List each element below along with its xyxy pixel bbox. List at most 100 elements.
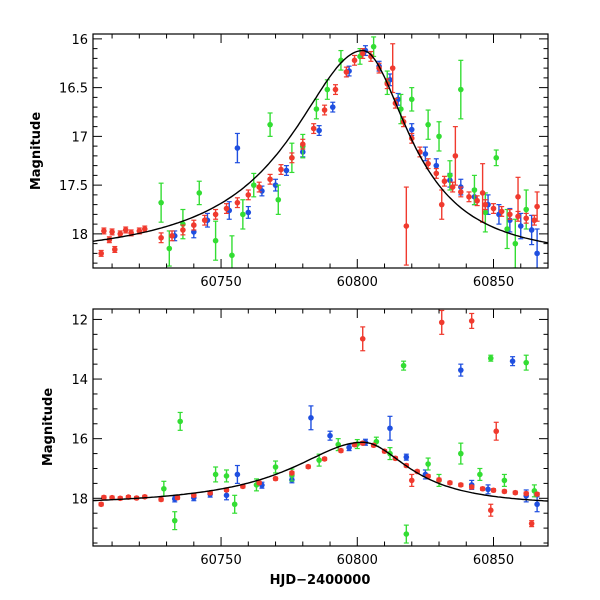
top-series-2-point [109,228,115,236]
bottom-series-2-point [468,312,475,329]
top-series-1-point [512,218,519,268]
bottom-series-2-point [174,494,181,501]
top-panel-ylabel: Magnitude [29,112,44,191]
bottom-series-2-point [458,482,464,488]
bottom-ytick-label: 14 [71,373,88,388]
top-series-1-point [166,230,173,267]
bottom-series-0-point [458,363,464,377]
bottom-series-2-point [436,477,442,483]
bottom-series-1-point [403,524,410,544]
bottom-series-0-point [327,430,333,441]
top-series-0-point [496,204,502,225]
top-series-0-point [422,146,429,162]
top-series-1-point [471,174,478,206]
top-series-2-point [351,54,358,66]
top-series-1-point [250,172,257,198]
top-series-1-point [158,182,164,223]
bottom-panel-xlabel: HJD−2400000 [270,573,371,588]
bottom-fit-curve [93,441,548,502]
bottom-series-1-point [272,460,279,474]
bottom-series-2-point [438,309,445,335]
top-series-2-point [368,50,374,62]
top-series-2-point [531,214,538,226]
top-xtick-label: 60750 [200,275,241,290]
bottom-series-2-point [534,491,540,497]
bottom-series-1-point [400,360,407,371]
top-ytick-label: 18 [71,228,88,243]
top-series-0-point [329,101,336,113]
bottom-series-1-point [223,469,230,483]
bottom-series-2-point [479,485,486,492]
top-series-2-point [299,138,306,150]
bottom-series-2-point [117,495,124,502]
top-series-1-point [370,36,377,58]
top-series-2-point [474,195,480,207]
top-series-2-point [389,43,396,94]
top-series-1-point [425,109,431,140]
top-series-2-point [117,230,124,238]
top-series-0-point [534,228,540,268]
bottom-series-1-point [161,480,167,497]
top-series-2-point [212,208,219,220]
bottom-series-2-point [528,520,535,528]
top-series-2-point [169,230,175,242]
top-ytick-label: 17 [71,130,88,145]
bottom-series-2-point [272,475,279,482]
top-series-2-point [458,186,464,198]
top-series-1-point [408,87,415,112]
top-series-2-point [479,163,486,223]
top-series-2-point [191,219,197,231]
bottom-series-2-point [487,503,494,517]
top-series-2-point [466,191,472,203]
top-series-1-point [458,59,464,120]
bottom-series-2-point [468,484,475,490]
top-series-1-point [482,192,489,233]
bottom-panel: 60750 60800 60850 12 14 16 18 Magnitude HJD−24… [41,308,549,588]
bottom-series-0-point [485,484,491,495]
bottom-series-2-point [523,490,530,497]
top-fit-curve [93,49,548,244]
bottom-series-2-point [493,421,500,441]
top-series-0-point [245,205,252,219]
top-series-1-point [212,220,219,261]
top-series-2-point [256,181,262,193]
bottom-series-1-point [501,473,508,487]
top-series-1-point [240,199,246,230]
top-series-2-point [441,175,448,187]
bottom-series-2-point [512,489,519,496]
bottom-series-1-point [231,494,238,514]
top-series-2-point [438,189,445,220]
top-series-2-point [332,84,339,96]
top-series-2-point [523,212,530,224]
bottom-series-0-point [403,453,410,461]
bottom-series-2-point [256,480,262,486]
bottom-ytick-label: 12 [71,313,88,328]
top-series-2-point [321,104,328,116]
bottom-series-2-point [98,501,104,508]
bottom-series-2-point [321,456,328,462]
bottom-series-0-point [534,496,540,513]
top-series-2-point [452,126,459,186]
top-series-2-point [245,189,252,201]
bottom-series-0-point [509,356,516,367]
top-panel: 60750 60800 60850 16 16.5 17 17.5 18 Magnitude [29,33,549,290]
bottom-series-2-point [408,473,415,487]
top-series-1-point [313,98,320,120]
bottom-ytick-label: 16 [71,433,88,448]
top-series-2-point [223,203,230,214]
bottom-series-2-point [359,326,366,352]
bottom-series-2-point [447,480,453,486]
top-series-2-point [111,245,118,253]
top-series-2-point [180,224,186,236]
top-series-2-point [343,66,350,78]
top-series-1-point [504,208,510,250]
top-series-1-point [229,235,235,268]
bottom-series-1-point [171,511,178,531]
top-series-1-point [196,180,203,206]
bottom-series-1-point [316,453,322,467]
bottom-series-1-point [425,457,431,471]
top-series-2-point [201,214,208,226]
top-series-0-point [283,165,290,176]
bottom-series-0-point [346,444,352,452]
